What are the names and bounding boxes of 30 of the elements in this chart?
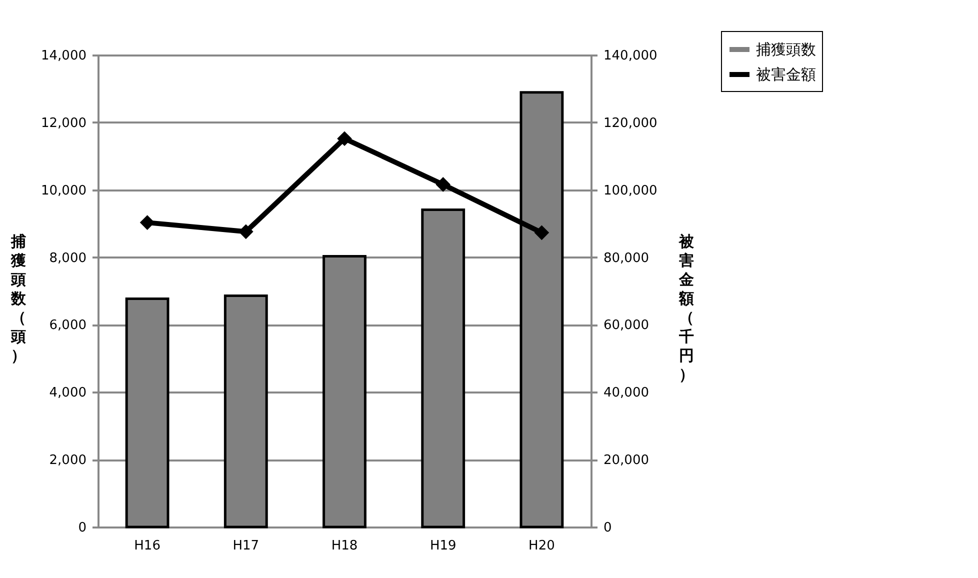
y2-tick-label: 20,000 [604, 453, 649, 468]
x-tick-label: H20 [528, 538, 555, 554]
x-tick-label: H16 [134, 538, 160, 554]
y2-tick-label: 40,000 [604, 386, 649, 401]
y-tick-label: 14,000 [41, 48, 86, 64]
point [238, 224, 254, 240]
y2-tick-label: 120,000 [604, 116, 658, 131]
y-tick-label: 8,000 [49, 250, 86, 266]
legend-label: 被害金額 [756, 66, 816, 84]
y-tick-label: 4,000 [49, 386, 86, 401]
y-tick-label: 6,000 [49, 318, 86, 334]
y-axis-title: 捕獲頭数（頭） [10, 232, 27, 364]
point [436, 177, 451, 192]
y2-tick-label: 140,000 [604, 48, 658, 64]
y2-tick-label: 0 [604, 520, 612, 536]
y2-tick-label: 100,000 [604, 183, 658, 198]
x-tick-label: H19 [430, 538, 456, 554]
point [140, 215, 155, 230]
y-tick-label: 0 [78, 520, 86, 536]
y2-tick-label: 60,000 [604, 318, 649, 334]
y-tick-label: 2,000 [49, 453, 86, 468]
x-tick-label: H18 [331, 538, 358, 554]
point [534, 225, 550, 240]
y-tick-label: 12,000 [41, 116, 86, 131]
y-tick-label: 10,000 [41, 183, 86, 198]
y2-axis-title: 被害金額（千円） [678, 232, 695, 384]
point [337, 131, 352, 146]
legend-label: 捕獲頭数 [756, 40, 816, 58]
y2-tick-label: 80,000 [604, 250, 649, 266]
x-tick-label: H17 [232, 538, 260, 554]
